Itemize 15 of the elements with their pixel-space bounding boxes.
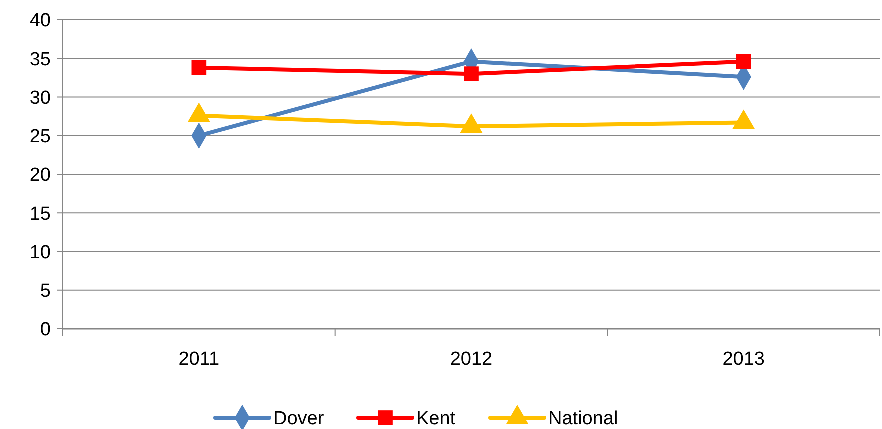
y-tick-label: 25 (30, 126, 51, 148)
x-tick-label: 2012 (450, 349, 493, 370)
y-tick-label: 15 (30, 204, 51, 225)
y-tick-label: 10 (30, 242, 51, 264)
y-tick-label: 0 (40, 320, 51, 341)
legend-label: National (548, 408, 618, 429)
legend-label: Dover (274, 408, 325, 429)
legend-label: Kent (416, 408, 456, 429)
x-tick-label: 2011 (178, 349, 220, 370)
y-tick-label: 20 (30, 165, 51, 186)
y-tick-label: 40 (30, 10, 51, 32)
y-tick-label: 30 (30, 88, 51, 109)
y-tick-label: 5 (40, 281, 51, 302)
x-tick-label: 2013 (722, 349, 765, 370)
y-tick-label: 35 (30, 49, 51, 70)
